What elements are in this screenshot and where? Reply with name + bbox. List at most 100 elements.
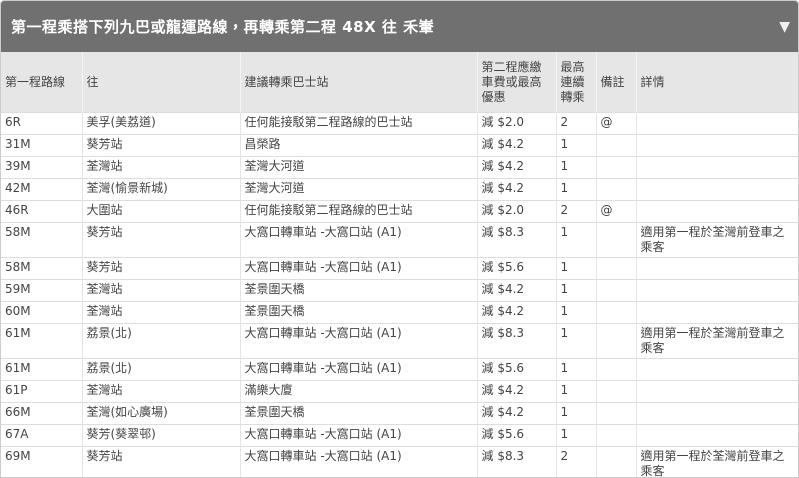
table-cell: 大窩口轉車站 -大窩口站 (A1) [239,424,477,447]
table-cell [635,178,798,201]
table-cell [635,200,798,223]
table-cell: 1 [555,358,596,381]
table-cell: 大窩口轉車站 -大窩口站 (A1) [239,323,477,359]
table-row: 66M 荃灣(如心廣場) 荃景圍天橋減 $4.2 1 [1,402,798,425]
table-cell [635,156,798,179]
table-cell [635,358,798,381]
table-cell: 荃景圍天橋 [239,279,477,302]
table-cell [635,257,798,280]
table-cell: 美孚(美荔道) [81,112,240,135]
table-cell: 減 $8.3 [476,323,556,359]
table-cell: 58M [1,257,82,280]
table-cell: 大窩口轉車站 -大窩口站 (A1) [239,446,477,477]
table-cell: 任何能接駁第二程路線的巴士站 [239,112,477,135]
table-cell: 荔景(北) [81,323,240,359]
table-row: 58M 葵芳站 大窩口轉車站 -大窩口站 (A1) 減 $5.6 1 [1,257,798,280]
column-header: 最高連續轉乘 [555,52,596,113]
table-cell [595,222,636,258]
table-cell: 昌榮路 [239,134,477,157]
table-cell: 大窩口轉車站 -大窩口站 (A1) [239,222,477,258]
table-row: 69M 葵芳站 大窩口轉車站 -大窩口站 (A1) 減 $8.3 2 適用第一程於荃灣前登… [1,446,798,477]
table-cell [595,134,636,157]
table-cell: 葵芳站 [81,222,240,258]
table-cell: 59M [1,279,82,302]
table-cell: 1 [555,257,596,280]
table-row: 67A 葵芳(葵翠邨) 大窩口轉車站 -大窩口站 (A1) 減 $5.6 1 [1,424,798,447]
table-cell: 67A [1,424,82,447]
table-cell: 1 [555,323,596,359]
table-cell: 1 [555,279,596,302]
table-cell: 減 $4.2 [476,380,556,403]
column-header: 第二程應繳車費或最高優惠 [476,52,556,113]
table-row: 6R 美孚(美荔道) 任何能接駁第二程路線的巴士站減 $2.0 2 @ [1,112,798,135]
table-cell: 1 [555,301,596,324]
table-row: 31M 葵芳站 昌榮路減 $4.2 1 [1,134,798,157]
table-cell [635,134,798,157]
table-cell: 1 [555,156,596,179]
table-cell [635,301,798,324]
table-cell: 1 [555,424,596,447]
table-cell [595,424,636,447]
table-cell: 大窩口轉車站 -大窩口站 (A1) [239,358,477,381]
table-cell [595,358,636,381]
table-row: 61M 荔景(北) 大窩口轉車站 -大窩口站 (A1) 減 $8.3 1 適用第一程於荃灣… [1,323,798,359]
table-cell: 6R [1,112,82,135]
table-cell: 葵芳站 [81,134,240,157]
table-row: 60M 荃灣站 荃景圍天橋減 $4.2 1 [1,301,798,324]
table-cell: 荃灣站 [81,279,240,302]
table-cell: 39M [1,156,82,179]
table-cell: 大圍站 [81,200,240,223]
table-cell: 減 $5.6 [476,424,556,447]
table-cell: @ [595,112,636,135]
header-row: 第一程路線往建議轉乘巴士站 第二程應繳車費或最高優惠 最高連續轉乘 備註 詳情 [1,52,798,113]
table-cell: 31M [1,134,82,157]
table-cell: @ [595,200,636,223]
table-cell: 葵芳站 [81,446,240,477]
table-cell [595,156,636,179]
table-cell: 61M [1,358,82,381]
table-row: 61P 荃灣站 滿樂大廈減 $4.2 1 [1,380,798,403]
table-cell: 荃灣站 [81,380,240,403]
table-cell: 荃景圍天橋 [239,301,477,324]
table-row: 58M 葵芳站 大窩口轉車站 -大窩口站 (A1) 減 $8.3 1 適用第一程於荃灣前登… [1,222,798,258]
table-row: 61M 荔景(北) 大窩口轉車站 -大窩口站 (A1) 減 $5.6 1 [1,358,798,381]
table-cell [595,323,636,359]
table-cell: 61M [1,323,82,359]
table-cell: 減 $4.2 [476,178,556,201]
table-cell: 荃灣(如心廣場) [81,402,240,425]
collapse-toggle[interactable]: ▼ [779,18,790,35]
column-header: 往 [81,52,240,113]
route-table: 第一程路線往建議轉乘巴士站 第二程應繳車費或最高優惠 最高連續轉乘 備註 詳情 6R 美孚… [1,52,798,477]
table-cell: 適用第一程於荃灣前登車之乘客 [635,222,798,258]
table-cell: 減 $4.2 [476,134,556,157]
table-cell: 減 $4.2 [476,402,556,425]
table-cell: 1 [555,402,596,425]
table-cell: 1 [555,222,596,258]
table-cell: 適用第一程於荃灣前登車之乘客 [635,446,798,477]
table-cell: 荃灣大河道 [239,178,477,201]
panel-header[interactable]: 第一程乘搭下列九巴或龍運路線，再轉乘第二程 48X 往 禾輋 ▼ [1,1,798,52]
table-cell: 2 [555,200,596,223]
table-cell: 42M [1,178,82,201]
table-cell [595,446,636,477]
table-row: 46R 大圍站 任何能接駁第二程路線的巴士站減 $2.0 2 @ [1,200,798,223]
table-row: 42M 荃灣(愉景新城) 荃灣大河道減 $4.2 1 [1,178,798,201]
table-cell [595,257,636,280]
table-cell: 2 [555,446,596,477]
table-cell: 66M [1,402,82,425]
table-cell [595,178,636,201]
column-header: 詳情 [635,52,798,113]
table-cell: 2 [555,112,596,135]
table-cell [635,380,798,403]
table-cell: 減 $8.3 [476,446,556,477]
table-cell: 減 $2.0 [476,112,556,135]
table-cell [595,301,636,324]
table-cell: 減 $4.2 [476,301,556,324]
table-cell [595,402,636,425]
table-cell: 大窩口轉車站 -大窩口站 (A1) [239,257,477,280]
table-cell [595,279,636,302]
table-cell: 減 $2.0 [476,200,556,223]
table-cell: 1 [555,134,596,157]
